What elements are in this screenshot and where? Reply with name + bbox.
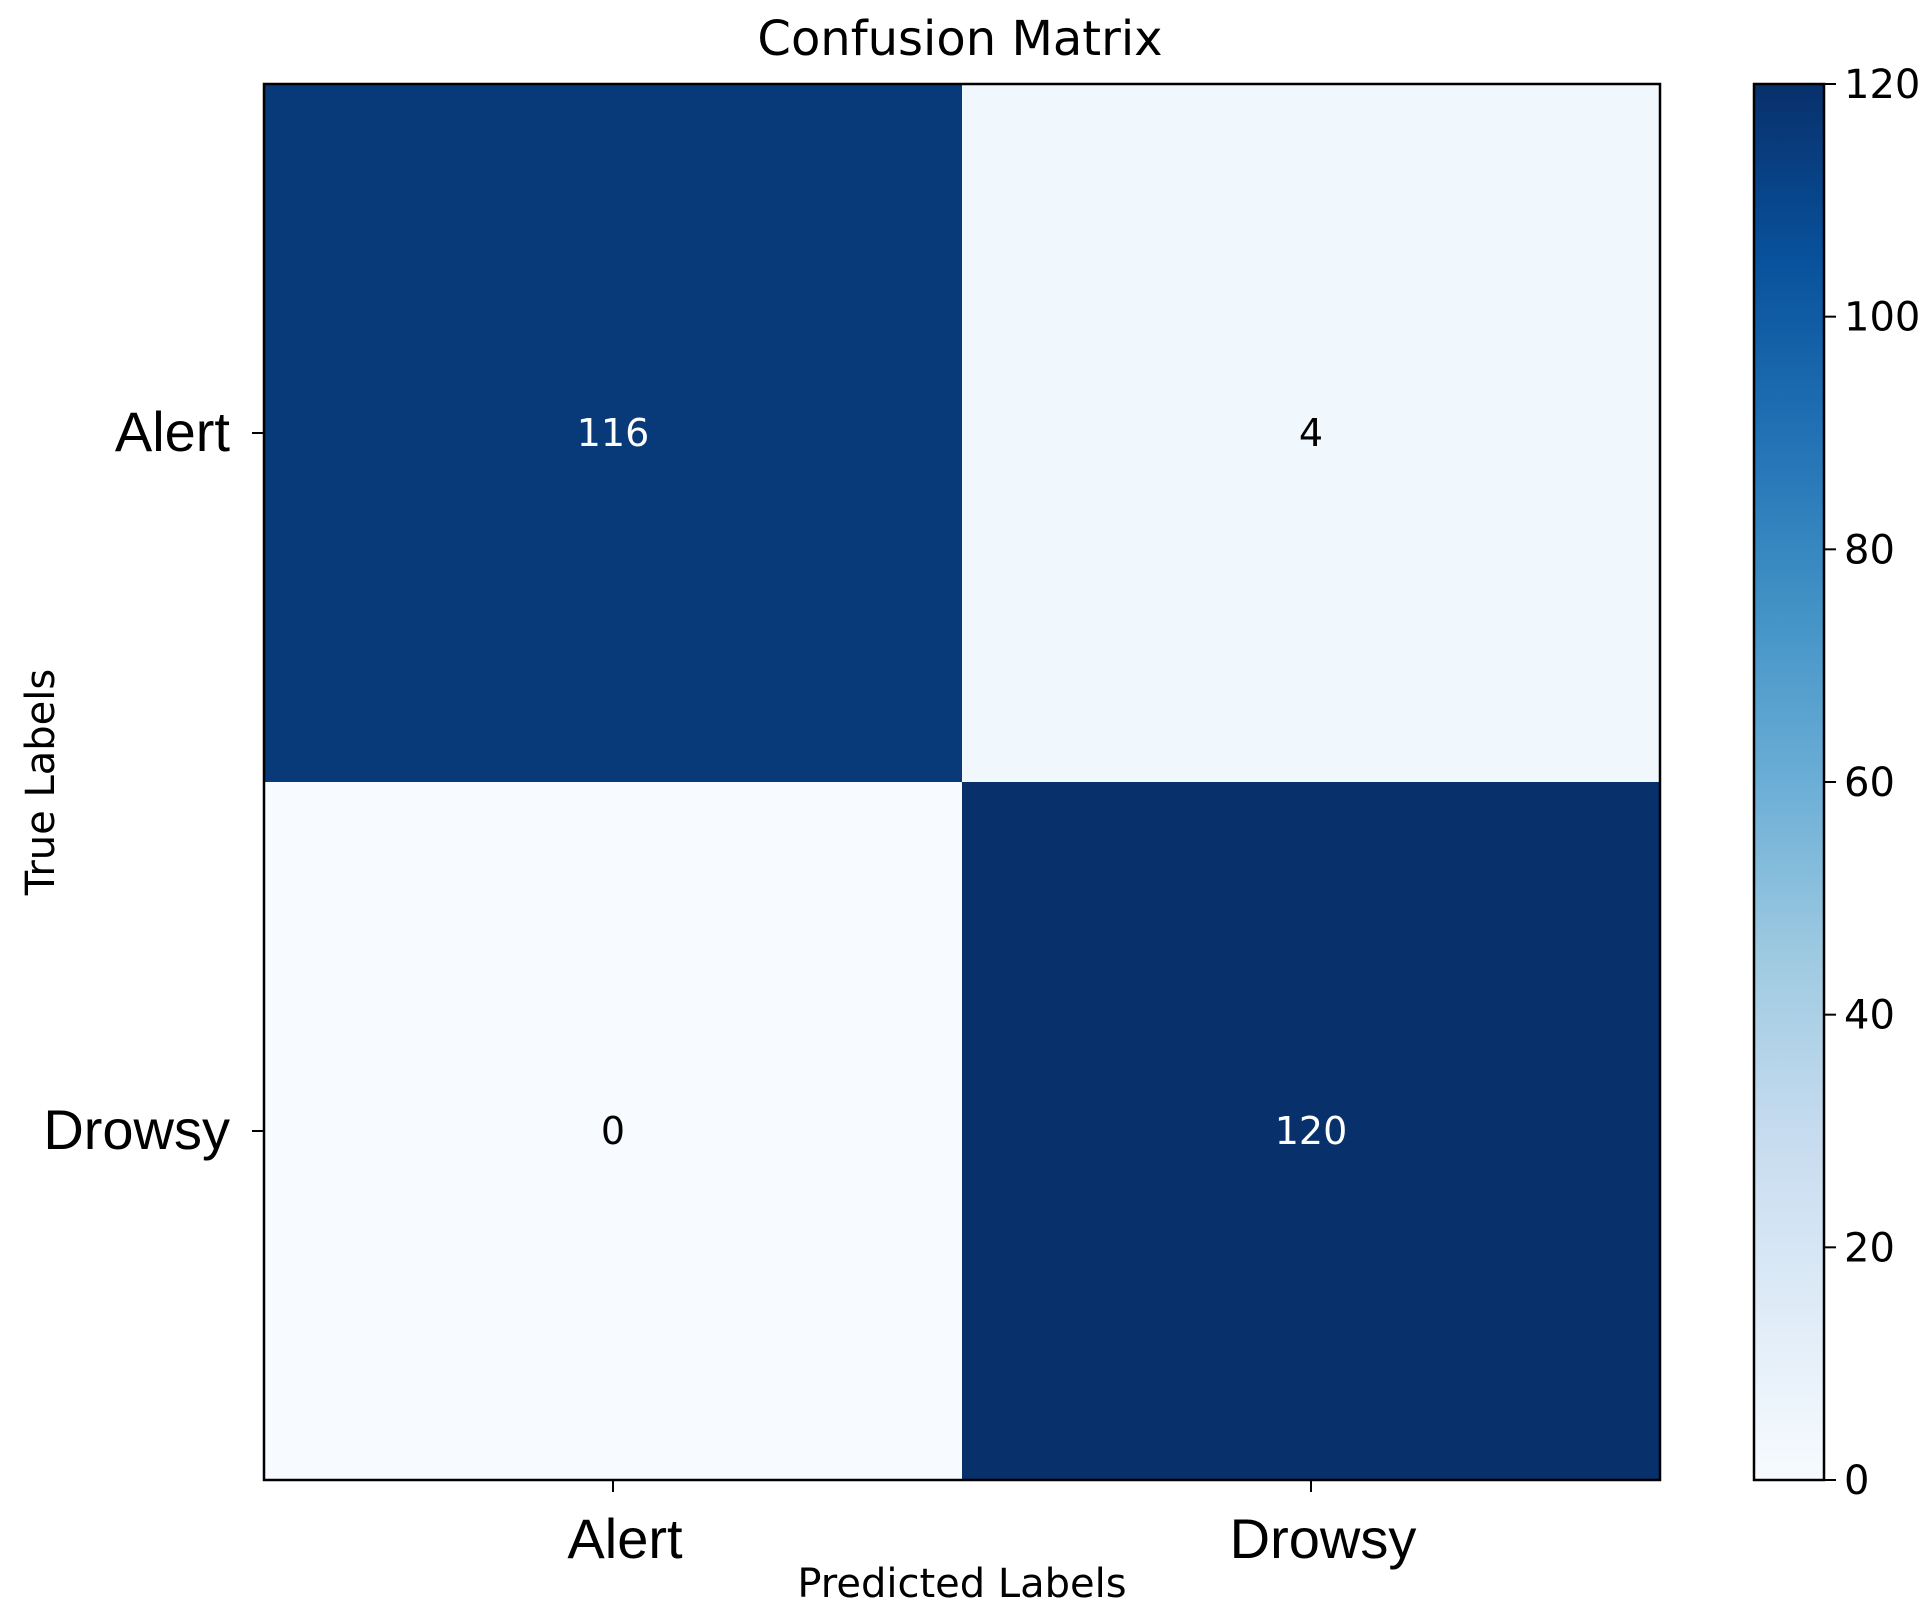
x-axis-ticks: Alert Drowsy	[567, 1480, 1416, 1570]
colorbar-tick-label: 0	[1844, 1458, 1869, 1504]
colorbar-tick-label: 20	[1844, 1225, 1895, 1271]
heatmap-cell	[962, 782, 1660, 1480]
colorbar-tick-label: 40	[1844, 993, 1895, 1039]
heatmap-cell	[264, 782, 962, 1480]
colorbar-ticks: 0 20 40 60 80 100 120	[1824, 62, 1920, 1504]
x-axis-label: Predicted Labels	[797, 1561, 1126, 1607]
colorbar-tick-label: 120	[1844, 62, 1920, 108]
cell-value-label: 0	[601, 1109, 625, 1153]
y-axis-ticks: Alert Drowsy	[43, 400, 264, 1161]
colorbar-tick-label: 80	[1844, 527, 1895, 573]
heatmap-cell	[962, 84, 1660, 782]
heatmap-cells	[264, 84, 1660, 1480]
heatmap-cell	[264, 84, 962, 782]
heatmap-cell-labels: 116 4 0 120	[577, 411, 1348, 1153]
x-tick-label: Drowsy	[1230, 1507, 1417, 1570]
cell-value-label: 120	[1275, 1109, 1348, 1153]
colorbar	[1752, 82, 1826, 1482]
y-tick-label: Drowsy	[43, 1098, 230, 1161]
colorbar-tick-label: 100	[1844, 295, 1920, 341]
cell-value-label: 116	[577, 411, 650, 455]
chart-title: Confusion Matrix	[757, 11, 1162, 67]
y-tick-label: Alert	[115, 400, 231, 463]
plot-frame	[262, 82, 1662, 1482]
y-axis-label: True Labels	[18, 669, 64, 896]
x-tick-label: Alert	[567, 1507, 683, 1570]
colorbar-tick-label: 60	[1844, 760, 1895, 806]
cell-value-label: 4	[1299, 411, 1323, 455]
